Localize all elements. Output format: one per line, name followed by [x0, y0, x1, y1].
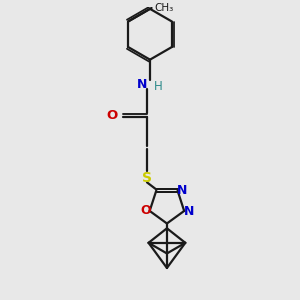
Text: N: N [184, 205, 194, 218]
Text: N: N [177, 184, 188, 196]
Text: O: O [106, 110, 117, 122]
Text: H: H [154, 80, 163, 93]
Text: S: S [142, 170, 152, 184]
Text: N: N [136, 78, 147, 91]
Text: CH₃: CH₃ [154, 3, 173, 13]
Text: O: O [141, 204, 152, 217]
